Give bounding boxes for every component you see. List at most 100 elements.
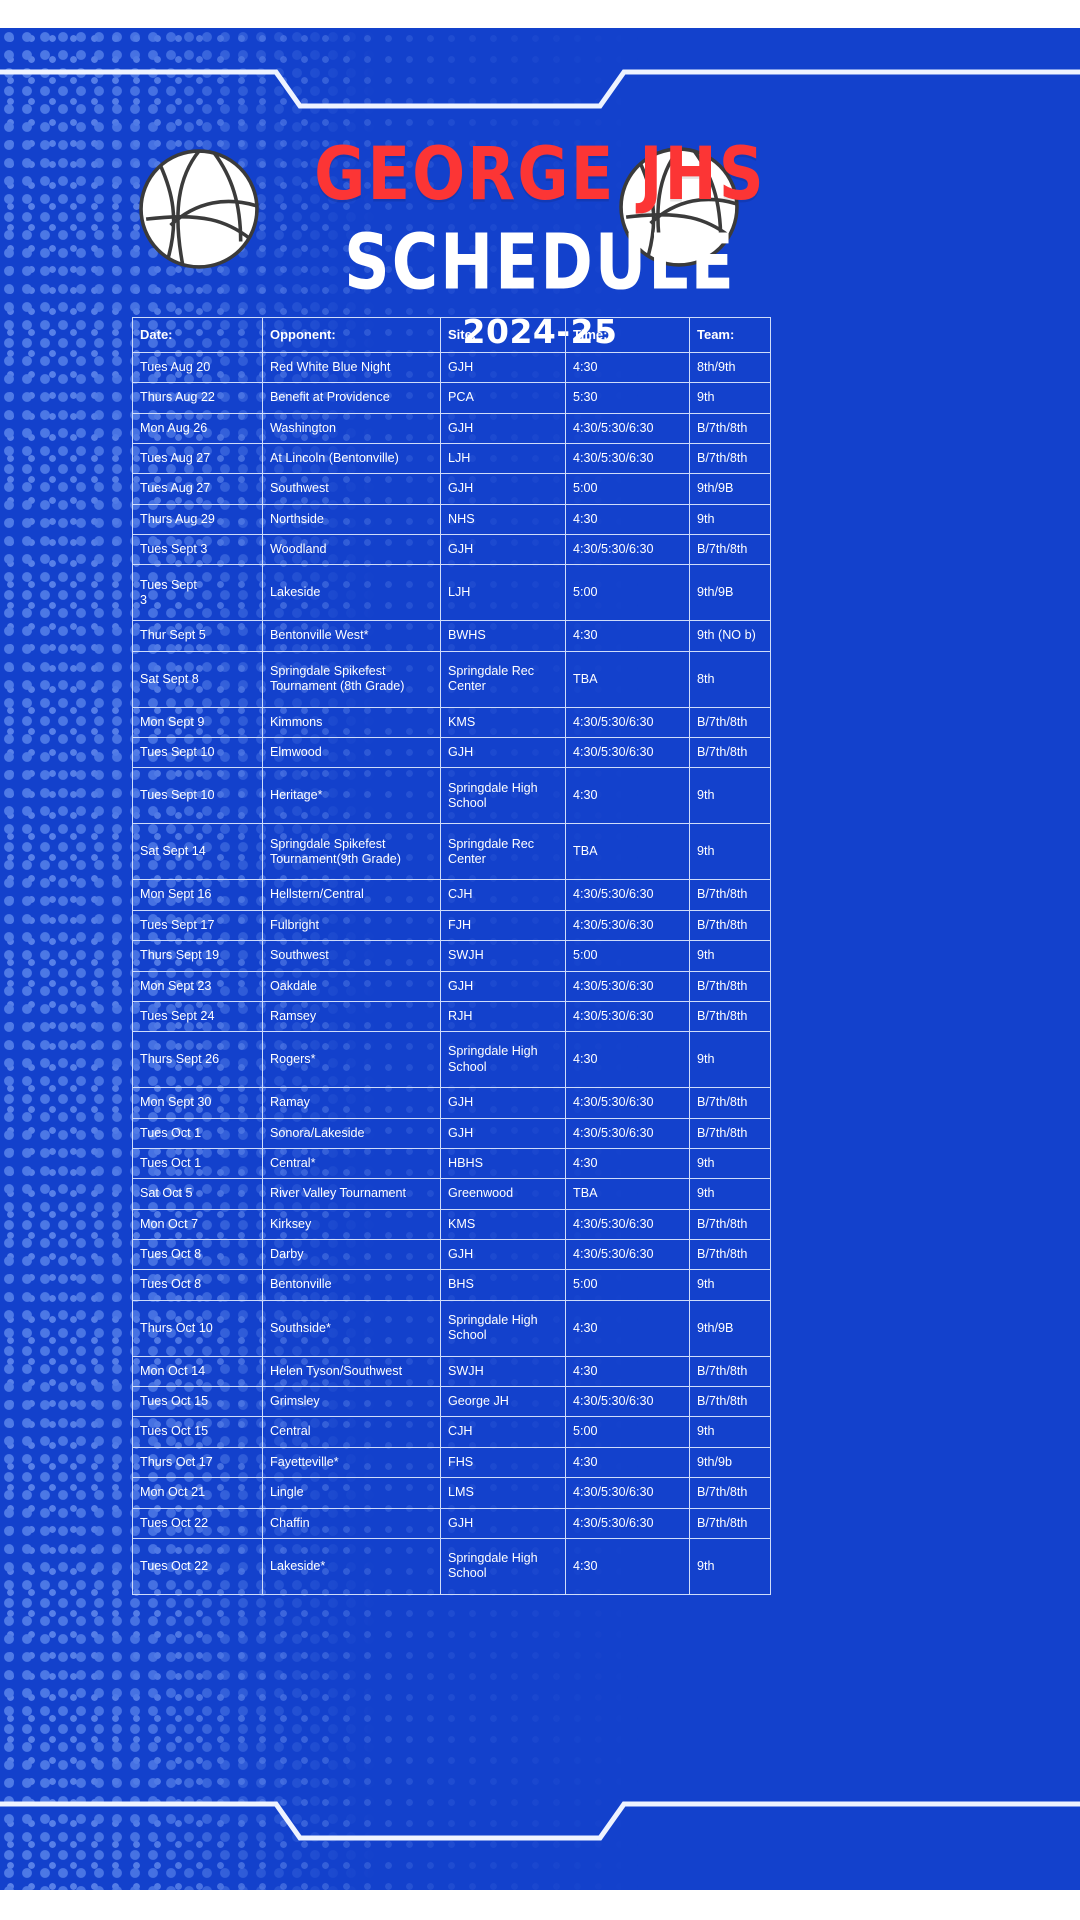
cell-time: 4:30/5:30/6:30 bbox=[565, 1087, 690, 1119]
poster-title-block: GEORGE JHS SCHEDULE 2024-25 bbox=[0, 131, 1080, 351]
cell-date: Tues Oct 1 bbox=[132, 1147, 263, 1180]
cell-team: 9th bbox=[689, 503, 771, 536]
title-school: GEORGE JHS bbox=[314, 131, 766, 218]
cell-site: LJH bbox=[440, 564, 566, 622]
cell-team: B/7th/8th bbox=[689, 909, 771, 942]
table-row: Tues Aug 27 Southwest GJH 5:00 9th/9B bbox=[132, 473, 771, 505]
cell-date: Thurs Oct 17 bbox=[132, 1446, 263, 1479]
cell-date: Mon Aug 26 bbox=[132, 412, 263, 444]
cell-team: 9th bbox=[689, 1147, 771, 1180]
cell-date: Mon Oct 7 bbox=[132, 1208, 263, 1241]
cell-site: Springdale Rec Center bbox=[440, 650, 566, 708]
cell-team: B/7th/8th bbox=[689, 1087, 771, 1119]
cell-site: GJH bbox=[440, 737, 566, 769]
table-row: Tues Oct 22 Lakeside* Springdale High Scho… bbox=[132, 1537, 771, 1595]
cell-team: B/7th/8th bbox=[689, 737, 771, 769]
cell-site: Greenwood bbox=[440, 1178, 566, 1210]
cell-team: B/7th/8th bbox=[689, 1117, 771, 1149]
cell-opponent: Bentonville bbox=[262, 1269, 441, 1301]
cell-time: 4:30/5:30/6:30 bbox=[565, 1386, 690, 1418]
cell-opponent: Hellstern/Central bbox=[262, 879, 441, 911]
schedule-table-body: Tues Aug 20 Red White Blue Night GJH 4:30 8t… bbox=[132, 351, 771, 1595]
cell-date: Mon Oct 21 bbox=[132, 1477, 263, 1509]
table-row: Tues Sept 10 Elmwood GJH 4:30/5:30/6:30 B/7t… bbox=[132, 737, 771, 769]
table-row: Tues Aug 20 Red White Blue Night GJH 4:30 8t… bbox=[132, 351, 771, 384]
cell-date: Thurs Oct 10 bbox=[132, 1299, 263, 1357]
cell-site: GJH bbox=[440, 412, 566, 444]
cell-date: Thurs Aug 29 bbox=[132, 503, 263, 536]
cell-time: 5:00 bbox=[565, 473, 690, 505]
cell-date: Tues Oct 15 bbox=[132, 1416, 263, 1448]
table-row: Mon Sept 9 Kimmons KMS 4:30/5:30/6:30 B/7th/… bbox=[132, 706, 771, 739]
cell-team: B/7th/8th bbox=[689, 1000, 771, 1033]
table-row: Mon Sept 30 Ramay GJH 4:30/5:30/6:30 B/7th/8… bbox=[132, 1087, 771, 1119]
cell-opponent: Elmwood bbox=[262, 737, 441, 769]
cell-opponent: Lakeside* bbox=[262, 1537, 441, 1595]
cell-team: B/7th/8th bbox=[689, 1386, 771, 1418]
cell-team: 9th bbox=[689, 1537, 771, 1595]
schedule-table: Date: Opponent: Site: Time: Team: Tues A… bbox=[132, 317, 771, 1595]
table-row: Mon Oct 21 Lingle LMS 4:30/5:30/6:30 B/7th/8… bbox=[132, 1477, 771, 1509]
cell-site: GJH bbox=[440, 1507, 566, 1539]
cell-team: B/7th/8th bbox=[689, 1355, 771, 1388]
cell-team: B/7th/8th bbox=[689, 442, 771, 475]
cell-date: Thur Sept 5 bbox=[132, 620, 263, 652]
title-schedule: SCHEDULE bbox=[344, 216, 736, 308]
table-row: Tues Sept 3 Woodland GJH 4:30/5:30/6:30 B/7t… bbox=[132, 534, 771, 566]
table-row: Thurs Oct 10 Southside* Springdale High Sc… bbox=[132, 1299, 771, 1357]
cell-date: Tues Aug 20 bbox=[132, 351, 263, 384]
schedule-table-container: Date: Opponent: Site: Time: Team: Tues A… bbox=[132, 317, 771, 1595]
cell-team: 9th bbox=[689, 1031, 771, 1089]
cell-date: Tues Aug 27 bbox=[132, 473, 263, 505]
cell-date: Tues Oct 22 bbox=[132, 1537, 263, 1595]
cell-date: Thurs Sept 26 bbox=[132, 1031, 263, 1089]
cell-site: LMS bbox=[440, 1477, 566, 1509]
cell-opponent: Southside* bbox=[262, 1299, 441, 1357]
cell-site: BHS bbox=[440, 1269, 566, 1301]
cell-time: 4:30/5:30/6:30 bbox=[565, 1507, 690, 1539]
cell-team: B/7th/8th bbox=[689, 534, 771, 566]
table-row: Tues Sept 24 Ramsey RJH 4:30/5:30/6:30 B/7th… bbox=[132, 1000, 771, 1033]
cell-team: B/7th/8th bbox=[689, 1239, 771, 1271]
column-header-date: Date: bbox=[132, 317, 263, 353]
cell-time: 5:30 bbox=[565, 382, 690, 414]
cell-site: RJH bbox=[440, 1000, 566, 1033]
cell-date: Tues Sept 10 bbox=[132, 767, 263, 825]
cell-site: Springdale High School bbox=[440, 1299, 566, 1357]
cell-team: 9th bbox=[689, 1178, 771, 1210]
cell-time: 4:30/5:30/6:30 bbox=[565, 412, 690, 444]
column-header-site: Site: bbox=[440, 317, 566, 353]
cell-time: 4:30 bbox=[565, 1537, 690, 1595]
table-row: Sat Sept 8 Springdale Spikefest Tournamen… bbox=[132, 650, 771, 708]
column-header-time: Time: bbox=[565, 317, 690, 353]
table-row: Tues Oct 8 Bentonville BHS 5:00 9th bbox=[132, 1269, 771, 1301]
table-row: Sat Oct 5 River Valley Tournament Greenwoo… bbox=[132, 1178, 771, 1210]
cell-team: B/7th/8th bbox=[689, 412, 771, 444]
cell-opponent: Ramsey bbox=[262, 1000, 441, 1033]
cell-time: 4:30 bbox=[565, 1446, 690, 1479]
volleyball-icon-right bbox=[619, 147, 739, 267]
cell-site: HBHS bbox=[440, 1147, 566, 1180]
cell-team: 9th/9b bbox=[689, 1446, 771, 1479]
table-header-row: Date: Opponent: Site: Time: Team: bbox=[132, 317, 771, 353]
cell-site: Springdale Rec Center bbox=[440, 823, 566, 881]
cell-time: TBA bbox=[565, 1178, 690, 1210]
cell-opponent: Heritage* bbox=[262, 767, 441, 825]
cell-time: 4:30/5:30/6:30 bbox=[565, 534, 690, 566]
cell-date: Mon Sept 30 bbox=[132, 1087, 263, 1119]
cell-time: TBA bbox=[565, 823, 690, 881]
cell-site: CJH bbox=[440, 879, 566, 911]
cell-team: B/7th/8th bbox=[689, 970, 771, 1002]
cell-time: 4:30 bbox=[565, 351, 690, 384]
cell-site: SWJH bbox=[440, 940, 566, 972]
cell-site: GJH bbox=[440, 1117, 566, 1149]
table-row: Tues Sept 10 Heritage* Springdale High Sch… bbox=[132, 767, 771, 825]
table-row: Tues Oct 15 Grimsley George JH 4:30/5:30/6:… bbox=[132, 1386, 771, 1418]
cell-site: GJH bbox=[440, 970, 566, 1002]
volleyball-icon-left bbox=[139, 149, 259, 269]
cell-site: FHS bbox=[440, 1446, 566, 1479]
cell-site: NHS bbox=[440, 503, 566, 536]
cell-opponent: Benefit at Providence bbox=[262, 382, 441, 414]
cell-team: 9th bbox=[689, 382, 771, 414]
